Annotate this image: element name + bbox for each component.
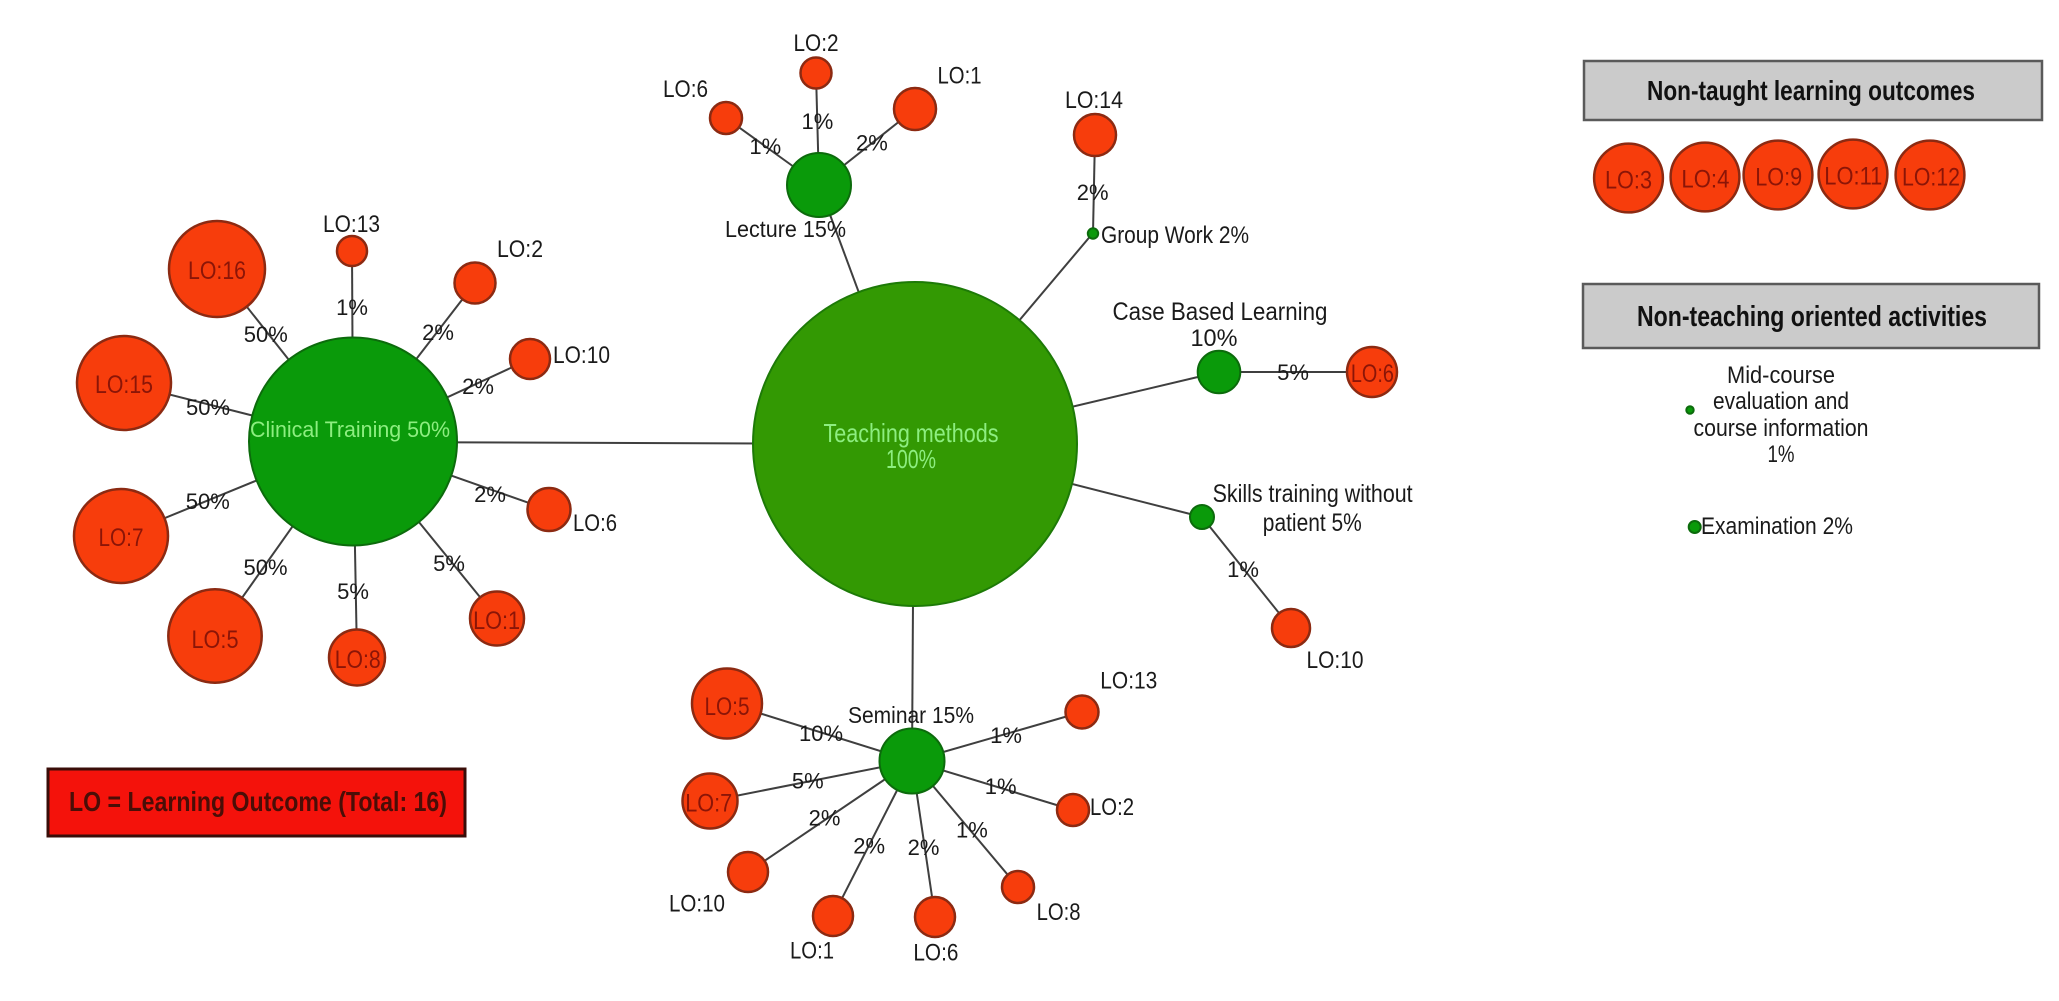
svg-text:LO:8: LO:8: [335, 646, 381, 674]
svg-text:1%: 1%: [956, 818, 988, 843]
svg-text:1%: 1%: [990, 723, 1022, 748]
svg-text:Seminar 15%: Seminar 15%: [848, 702, 974, 728]
svg-text:LO:4: LO:4: [1681, 166, 1729, 194]
svg-text:Skills training without: Skills training without: [1213, 480, 1413, 508]
svg-text:LO:12: LO:12: [1902, 164, 1960, 192]
svg-text:LO:16: LO:16: [188, 257, 246, 285]
svg-text:2%: 2%: [422, 320, 454, 345]
svg-text:LO:10: LO:10: [553, 342, 610, 369]
svg-text:Group Work 2%: Group Work 2%: [1101, 222, 1249, 249]
svg-text:LO:6: LO:6: [913, 939, 958, 966]
svg-text:LO:11: LO:11: [1824, 163, 1882, 191]
svg-text:50%: 50%: [244, 322, 288, 347]
svg-text:LO:15: LO:15: [95, 371, 153, 399]
svg-text:LO:10: LO:10: [669, 890, 725, 917]
svg-text:5%: 5%: [1277, 360, 1309, 385]
svg-text:100%: 100%: [886, 444, 936, 474]
svg-text:LO:6: LO:6: [663, 76, 708, 103]
svg-text:Non-teaching oriented activiti: Non-teaching oriented activities: [1637, 301, 1987, 333]
svg-text:LO:7: LO:7: [99, 524, 144, 552]
svg-text:1%: 1%: [802, 109, 834, 134]
svg-text:LO:14: LO:14: [1065, 87, 1123, 114]
svg-text:Examination 2%: Examination 2%: [1701, 513, 1853, 540]
svg-text:LO:2: LO:2: [794, 30, 839, 57]
svg-text:evaluation and: evaluation and: [1713, 388, 1849, 415]
svg-text:Clinical Training 50%: Clinical Training 50%: [250, 417, 450, 442]
svg-text:2%: 2%: [809, 805, 841, 830]
svg-text:1%: 1%: [1227, 557, 1259, 582]
svg-text:LO:7: LO:7: [685, 789, 732, 817]
svg-text:patient 5%: patient 5%: [1263, 509, 1362, 537]
svg-text:1%: 1%: [336, 295, 368, 320]
svg-text:10%: 10%: [1191, 325, 1238, 352]
svg-text:2%: 2%: [462, 374, 494, 399]
svg-text:LO:1: LO:1: [473, 607, 520, 635]
svg-text:LO:6: LO:6: [1351, 360, 1394, 388]
svg-text:LO:1: LO:1: [938, 63, 982, 90]
svg-text:course information: course information: [1694, 415, 1869, 442]
svg-text:2%: 2%: [1077, 180, 1109, 205]
svg-text:10%: 10%: [799, 721, 843, 746]
svg-text:LO:1: LO:1: [790, 938, 834, 965]
svg-text:2%: 2%: [856, 131, 888, 156]
svg-text:Non-taught learning outcomes: Non-taught learning outcomes: [1647, 75, 1975, 106]
svg-text:LO:10: LO:10: [1307, 647, 1364, 674]
svg-text:5%: 5%: [337, 579, 369, 604]
svg-text:Case Based Learning: Case Based Learning: [1113, 298, 1328, 326]
svg-text:2%: 2%: [853, 833, 885, 858]
svg-text:1%: 1%: [749, 134, 781, 159]
svg-text:LO:2: LO:2: [1090, 794, 1134, 821]
svg-text:Mid-course: Mid-course: [1727, 362, 1835, 389]
svg-text:LO:2: LO:2: [497, 236, 543, 263]
svg-text:2%: 2%: [908, 835, 940, 860]
svg-text:LO:6: LO:6: [573, 510, 617, 537]
svg-text:LO:8: LO:8: [1037, 899, 1081, 926]
svg-text:LO:9: LO:9: [1755, 164, 1802, 192]
svg-text:Lecture 15%: Lecture 15%: [725, 216, 846, 242]
svg-text:Teaching methods: Teaching methods: [824, 418, 999, 448]
svg-text:50%: 50%: [186, 489, 230, 514]
svg-text:50%: 50%: [186, 395, 230, 420]
svg-text:LO:5: LO:5: [192, 626, 239, 654]
svg-text:5%: 5%: [792, 769, 824, 794]
svg-text:5%: 5%: [433, 551, 465, 576]
svg-text:LO:5: LO:5: [705, 693, 750, 721]
svg-text:LO:13: LO:13: [323, 211, 380, 238]
svg-text:1%: 1%: [1768, 441, 1795, 468]
svg-text:LO:13: LO:13: [1100, 668, 1157, 695]
svg-text:1%: 1%: [985, 774, 1017, 799]
svg-text:LO = Learning Outcome (Total:: LO = Learning Outcome (Total: 16): [69, 786, 447, 817]
svg-text:50%: 50%: [243, 555, 287, 580]
svg-text:2%: 2%: [474, 482, 506, 507]
svg-text:LO:3: LO:3: [1605, 167, 1652, 195]
